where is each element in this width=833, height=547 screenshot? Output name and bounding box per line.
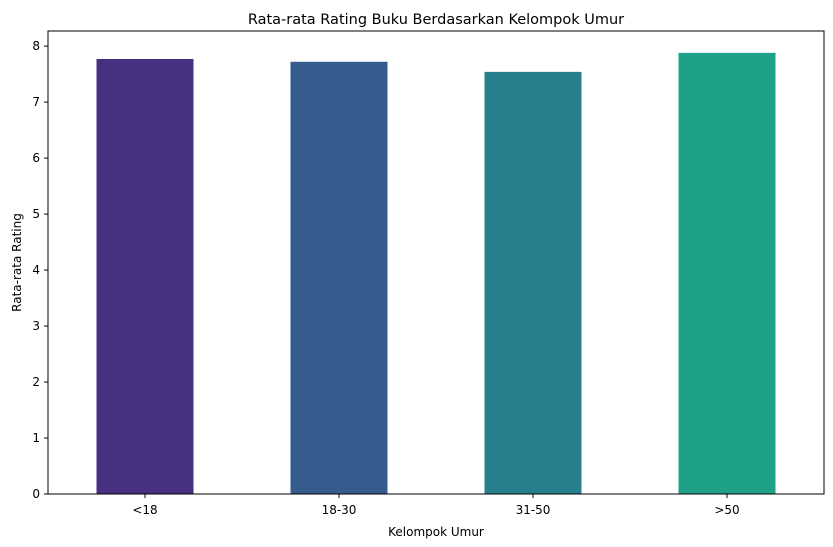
y-tick-label: 3: [32, 319, 40, 333]
y-tick-label: 8: [32, 39, 40, 53]
x-tick-label: >50: [714, 503, 739, 517]
y-tick-label: 7: [32, 95, 40, 109]
x-axis-title: Kelompok Umur: [388, 525, 484, 539]
y-tick-label: 2: [32, 375, 40, 389]
y-axis-ticks: 0 1 2 3 4 5 6 7 8: [32, 39, 48, 501]
bar-180: [96, 58, 194, 495]
chart-title: Rata-rata Rating Buku Berdasarkan Kelomp…: [248, 12, 624, 28]
bar-31-502: [484, 71, 582, 494]
x-tick-label: 18-30: [322, 503, 357, 517]
bars-group: [96, 52, 776, 495]
y-axis-title: Rata-rata Rating: [10, 213, 24, 312]
y-tick-label: 4: [32, 263, 40, 277]
x-tick-label: 31-50: [516, 503, 551, 517]
bar-18-301: [290, 61, 388, 494]
x-tick-label: <18: [132, 503, 157, 517]
y-tick-label: 6: [32, 151, 40, 165]
bar-503: [678, 52, 776, 494]
y-tick-label: 1: [32, 431, 40, 445]
y-tick-label: 5: [32, 207, 40, 221]
plot-frame: [47, 30, 825, 495]
y-tick-label: 0: [32, 487, 40, 501]
x-axis-ticks: <18 18-30 31-50 >50: [132, 494, 740, 517]
